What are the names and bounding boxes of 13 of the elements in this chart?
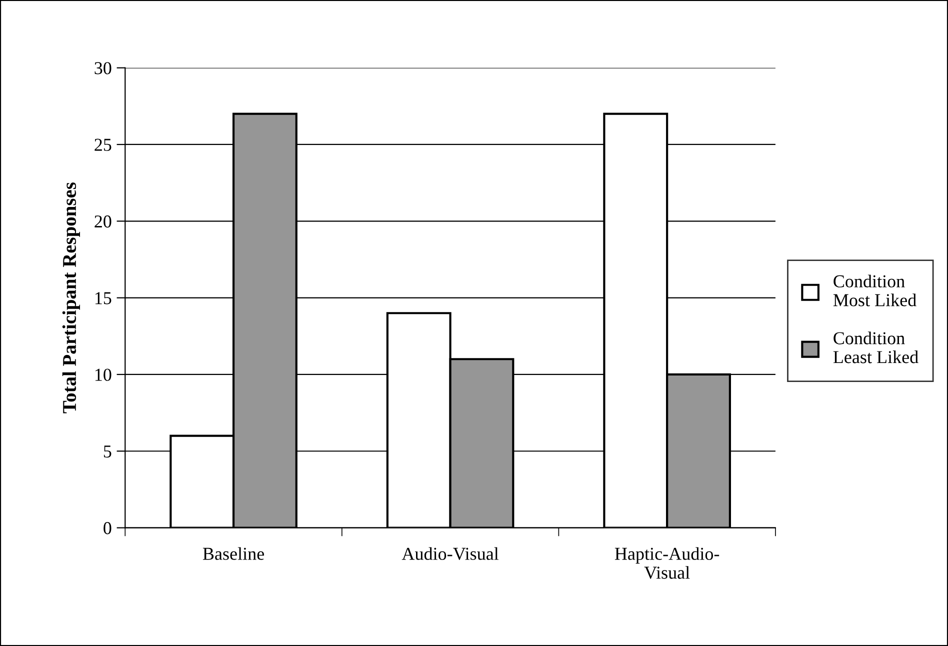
- x-tick-label: Haptic-Audio- Visual: [614, 547, 720, 579]
- y-tick-label: 25: [94, 138, 112, 151]
- legend-label: Condition Most Liked: [833, 274, 916, 306]
- y-tick-label: 5: [104, 446, 112, 458]
- x-tick-label: Audio-Visual: [402, 547, 499, 560]
- y-tick-label: 10: [95, 368, 112, 381]
- legend-label: Condition Least Liked: [833, 332, 918, 364]
- y-tick-label: 20: [94, 215, 112, 228]
- y-tick-label: 15: [95, 292, 112, 304]
- y-tick-label: 30: [94, 62, 112, 74]
- x-tick-label: Baseline: [202, 547, 264, 560]
- y-tick-label: 0: [104, 522, 112, 534]
- y-axis-title: Total Participant Responses: [62, 182, 80, 414]
